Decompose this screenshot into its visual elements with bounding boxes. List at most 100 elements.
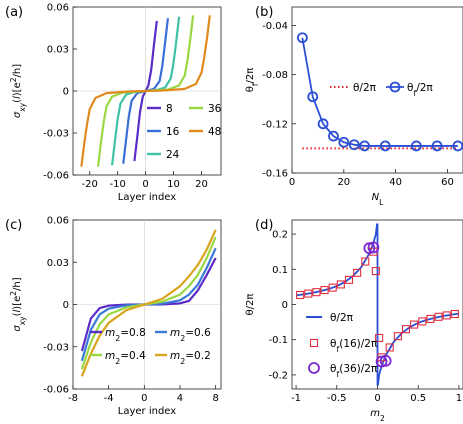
y-tick-label: -0.06 [43, 385, 69, 396]
data-point-circle [363, 242, 376, 255]
x-tick-label: 10 [167, 179, 180, 190]
x-tick-label: 60 [441, 177, 454, 188]
legend-label: θ/2π [330, 312, 354, 324]
data-point-square [312, 288, 321, 297]
y-tick-label: 0.03 [47, 258, 69, 269]
data-point-square [296, 290, 305, 300]
series-line [80, 236, 217, 370]
legend-label: m2=0.6 [170, 327, 211, 343]
legend-label: m2=0.4 [105, 350, 146, 366]
x-tick-label: 0 [289, 177, 295, 188]
x-tick-label: -1 [291, 393, 301, 404]
legend-label: m2=0.2 [170, 350, 211, 366]
data-point-square [371, 267, 380, 276]
y-axis-label: θ/2π [245, 294, 256, 316]
x-axis-label: Layer index [118, 406, 177, 417]
panel-label: (c) [5, 218, 22, 233]
data-point [431, 140, 443, 152]
x-tick-label: -20 [82, 179, 98, 190]
legend-label: m2=0.8 [105, 327, 146, 343]
panel-c: 0.06 0.03 0 -0.03 -0.06-8 -4 0 4 8 Layer index σxy… [5, 216, 222, 417]
y-tick-label: -0.06 [43, 171, 69, 182]
x-tick-label: 8 [212, 393, 218, 404]
data-point-square [418, 317, 427, 326]
y-tick-label: 0 [282, 300, 288, 311]
legend-label: θ/2π [353, 82, 377, 94]
y-tick-label: 0 [63, 87, 69, 98]
y-tick-label: 0.03 [47, 45, 69, 56]
data-point-square [361, 257, 370, 266]
data-point [296, 32, 308, 44]
series-line [80, 229, 217, 377]
data-point [338, 136, 350, 148]
x-axis-label: NL [372, 192, 384, 207]
x-tick-label: 20 [337, 177, 350, 188]
data-point-square [410, 320, 419, 329]
x-tick-label: -0.5 [327, 393, 347, 404]
panel-b: -0.04 -0.08 -0.12 -0.160 20 40 60 NL θf/2π (b) θ/2… [245, 5, 463, 207]
data-point-square [353, 268, 362, 277]
y-tick-label: 0.06 [47, 216, 69, 227]
legend-marker [308, 362, 320, 374]
x-tick-label: -8 [68, 393, 78, 404]
plot-frame [291, 6, 463, 174]
data-point-square [375, 333, 384, 342]
data-point-square [336, 280, 345, 289]
x-tick-label: 20 [195, 179, 208, 190]
legend-label: 48 [208, 126, 221, 138]
legend-label: θf(36)/2π [330, 363, 378, 379]
y-tick-label: -0.12 [262, 119, 288, 130]
data-point-square [385, 343, 394, 352]
data-point-square [450, 309, 459, 319]
x-tick-label: 4 [177, 393, 183, 404]
data-point-square [401, 325, 411, 334]
series-line-48 [80, 15, 211, 167]
data-point-circle [375, 355, 388, 368]
x-axis-label: Layer index [118, 192, 177, 203]
legend-label: 8 [166, 103, 173, 115]
x-tick-label: 0 [374, 393, 380, 404]
y-axis-label: σxy(l)[e2/h] [9, 64, 27, 118]
y-tick-label: -0.2 [268, 370, 288, 381]
data-point-square [328, 283, 337, 292]
data-point [307, 91, 319, 103]
data-point-circle [379, 354, 392, 367]
x-axis-label: m2 [370, 408, 385, 423]
data-point-square [344, 275, 354, 284]
y-axis-label: σxy(l)[e2/h] [9, 277, 27, 331]
y-tick-label: 0.06 [47, 3, 69, 14]
panel-d: 0.2 0.1 0 -0.1 -0.2 -1 -0.5 0 0.5 1 m2 θ/2π (d) θ/2π θ… [245, 218, 463, 423]
x-tick-label: -4 [104, 393, 114, 404]
data-point [359, 140, 370, 152]
panel-a: 0.06 0.03 0 -0.03 -0.06 -20 -10 0 10 20 Layer inde… [5, 3, 222, 204]
x-tick-label: 40 [389, 177, 402, 188]
series-line-thetaf [301, 37, 458, 147]
legend-label: 36 [208, 103, 222, 115]
legend-marker [309, 338, 319, 348]
x-tick-label: 0.5 [410, 393, 426, 404]
y-tick-label: -0.04 [262, 21, 288, 32]
y-tick-label: -0.03 [43, 342, 69, 353]
data-point [348, 139, 360, 151]
x-tick-label: 0 [141, 393, 147, 404]
x-tick-label: -10 [110, 179, 126, 190]
y-tick-label: -0.03 [43, 129, 69, 140]
panel-label: (b) [255, 5, 273, 20]
data-point [452, 140, 463, 152]
y-tick-label: -0.16 [262, 169, 288, 180]
panel-label: (d) [255, 218, 273, 233]
data-point-square [393, 332, 402, 341]
y-tick-label: -0.08 [262, 70, 288, 81]
data-point-square [320, 286, 329, 295]
data-point-square [304, 289, 313, 298]
data-point [328, 130, 339, 142]
data-point-square [426, 314, 435, 323]
y-tick-label: 0.2 [272, 230, 288, 241]
data-point-circle [367, 241, 380, 254]
y-axis-label: θf/2π [245, 68, 260, 93]
legend-marker [389, 81, 401, 93]
data-point-square [434, 312, 443, 321]
y-tick-label: 0.1 [272, 265, 288, 276]
legend-label: 16 [166, 126, 180, 138]
